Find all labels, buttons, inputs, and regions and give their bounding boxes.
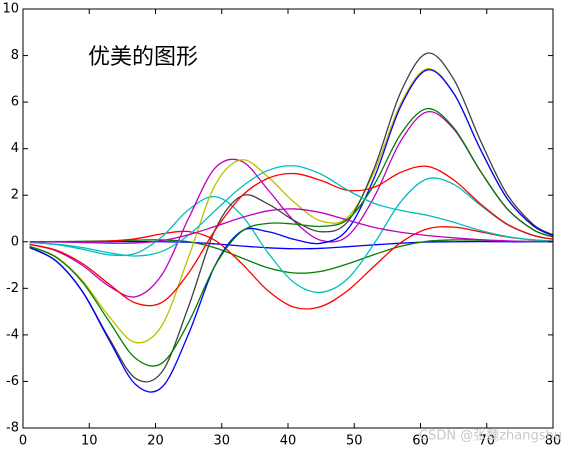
y-tick-label: -4 bbox=[6, 327, 19, 342]
data-line bbox=[29, 69, 554, 393]
data-line bbox=[29, 177, 554, 294]
x-tick-label: 70 bbox=[478, 434, 495, 449]
data-line bbox=[29, 240, 553, 250]
y-tick-label: 10 bbox=[2, 2, 19, 17]
annotation: 优美的图形 bbox=[88, 45, 198, 70]
data-line bbox=[29, 226, 554, 310]
x-tick-label: 80 bbox=[545, 434, 562, 449]
y-tick-label: 4 bbox=[11, 141, 19, 156]
data-line bbox=[29, 165, 554, 307]
data-line bbox=[29, 165, 554, 257]
x-tick-label: 30 bbox=[213, 434, 230, 449]
y-tick-label: 6 bbox=[11, 95, 19, 110]
x-tick-label: 0 bbox=[19, 434, 27, 449]
y-tick-label: -6 bbox=[6, 374, 19, 389]
x-tick-label: 40 bbox=[280, 434, 297, 449]
data-line bbox=[29, 208, 554, 244]
y-tick-label: 0 bbox=[11, 234, 19, 249]
x-tick-label: 10 bbox=[81, 434, 98, 449]
data-line bbox=[29, 68, 554, 344]
y-tick-label: -2 bbox=[6, 281, 19, 296]
x-tick-label: 60 bbox=[412, 434, 429, 449]
data-line bbox=[29, 239, 554, 274]
watermark: CSDN @张魏zhangshu bbox=[419, 429, 562, 444]
y-tick-label: 2 bbox=[11, 188, 19, 203]
x-tick-label: 20 bbox=[147, 434, 164, 449]
x-tick-label: 50 bbox=[346, 434, 363, 449]
data-line bbox=[29, 52, 554, 383]
data-line bbox=[29, 107, 554, 367]
data-line bbox=[29, 110, 554, 298]
y-tick-label: -8 bbox=[6, 421, 19, 436]
plot-frame bbox=[22, 8, 554, 429]
y-tick-label: 8 bbox=[11, 48, 19, 63]
